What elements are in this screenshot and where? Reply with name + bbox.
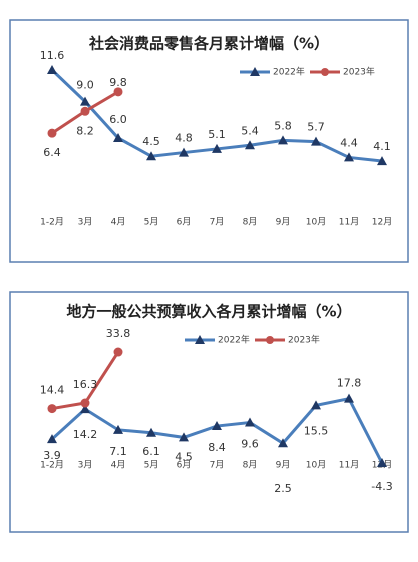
x-tick-label: 10月	[306, 460, 326, 471]
point	[80, 106, 90, 116]
chart-title: 社会消费品零售各月累计增幅（%）	[88, 35, 329, 53]
data-label: 9.0	[76, 79, 94, 92]
x-tick-label: 8月	[243, 217, 258, 228]
x-tick-label: 7月	[210, 460, 225, 471]
data-label: 6.1	[142, 445, 160, 458]
x-tick-label: 11月	[339, 217, 359, 228]
data-label: 8.4	[208, 441, 226, 454]
point	[278, 438, 288, 448]
data-label: 5.8	[274, 119, 292, 132]
point	[377, 458, 387, 468]
data-label: 2.5	[274, 482, 292, 495]
data-label: 14.4	[40, 384, 65, 397]
data-label: -4.3	[371, 480, 392, 493]
point	[47, 65, 57, 74]
legend-marker	[321, 68, 329, 76]
legend-label: 2023年	[288, 334, 320, 346]
point	[377, 156, 387, 166]
point	[80, 404, 90, 414]
x-tick-label: 4月	[111, 460, 126, 471]
point	[179, 432, 189, 442]
data-label: 4.4	[340, 136, 358, 149]
data-label: 6.4	[43, 146, 61, 159]
data-label: 4.8	[175, 132, 193, 145]
point	[179, 147, 189, 157]
legend-label: 2023年	[343, 66, 375, 78]
data-label: 6.0	[109, 113, 127, 126]
chart-frame	[9, 291, 409, 533]
point	[113, 347, 123, 357]
point	[113, 133, 123, 142]
point	[113, 424, 123, 434]
x-tick-label: 3月	[78, 460, 93, 471]
point	[344, 152, 354, 162]
data-label: 17.8	[337, 377, 362, 390]
point	[311, 136, 321, 146]
point	[278, 135, 288, 145]
data-label: 7.1	[109, 445, 127, 458]
x-tick-label: 9月	[276, 460, 291, 471]
chart-frame	[9, 19, 409, 263]
legend-marker	[266, 336, 274, 344]
point	[146, 151, 156, 161]
point	[113, 87, 123, 97]
data-label: 11.6	[40, 49, 65, 62]
data-label: 5.7	[307, 121, 325, 134]
legend-marker	[250, 67, 260, 76]
x-tick-label: 10月	[306, 217, 326, 228]
point	[146, 427, 156, 437]
data-label: 3.9	[43, 449, 61, 462]
point	[344, 393, 354, 403]
data-label: 4.5	[175, 450, 193, 463]
data-label: 15.5	[304, 424, 329, 437]
chart-title: 地方一般公共预算收入各月累计增幅（%）	[66, 303, 351, 321]
point	[212, 143, 222, 153]
legend-label: 2022年	[273, 66, 305, 78]
data-label: 9.8	[109, 76, 127, 89]
data-label: 33.8	[106, 327, 131, 340]
data-label: 8.2	[76, 124, 94, 137]
data-label: 9.6	[241, 438, 259, 451]
point	[212, 421, 222, 431]
point	[47, 434, 57, 444]
point	[80, 398, 90, 408]
x-tick-label: 1-2月	[40, 460, 64, 471]
point	[311, 400, 321, 410]
x-tick-label: 8月	[243, 460, 258, 471]
data-label: 4.1	[373, 140, 391, 153]
legend-marker	[195, 335, 205, 344]
x-tick-label: 6月	[177, 217, 192, 228]
data-label: 14.2	[73, 428, 98, 441]
x-tick-label: 7月	[210, 217, 225, 228]
legend-label: 2022年	[218, 334, 250, 346]
x-tick-label: 4月	[111, 217, 126, 228]
x-tick-label: 1-2月	[40, 217, 64, 228]
point	[47, 128, 57, 138]
data-label: 4.5	[142, 135, 160, 148]
x-tick-label: 9月	[276, 217, 291, 228]
x-tick-label: 5月	[144, 460, 159, 471]
x-tick-label: 6月	[177, 460, 192, 471]
data-label: 5.1	[208, 128, 226, 141]
data-label: 16.3	[73, 378, 98, 391]
data-label: 5.4	[241, 124, 259, 137]
point	[245, 417, 255, 427]
x-tick-label: 5月	[144, 217, 159, 228]
point	[80, 96, 90, 106]
x-tick-label: 3月	[78, 217, 93, 228]
point	[245, 140, 255, 150]
x-tick-label: 12月	[372, 217, 392, 228]
point	[47, 404, 57, 414]
x-tick-label: 11月	[339, 460, 359, 471]
